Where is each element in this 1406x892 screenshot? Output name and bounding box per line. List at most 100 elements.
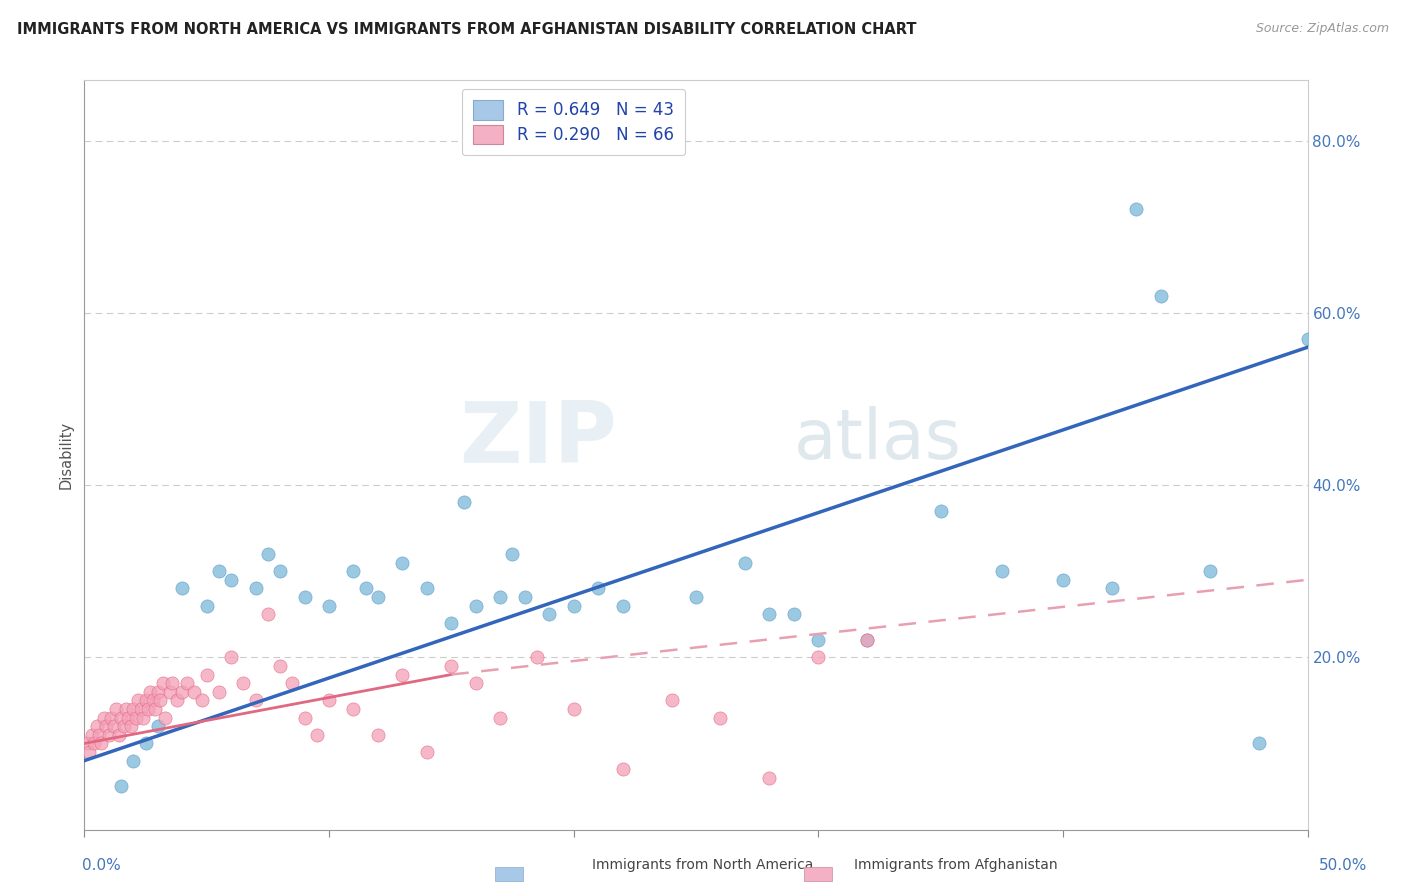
- Point: [354, 582, 377, 596]
- Point: [208, 685, 231, 699]
- Point: [107, 728, 129, 742]
- Point: [105, 702, 128, 716]
- Point: [83, 736, 105, 750]
- Point: [103, 719, 125, 733]
- Text: atlas: atlas: [794, 407, 962, 474]
- Point: [856, 633, 879, 648]
- Point: [1125, 202, 1147, 217]
- Point: [1247, 736, 1270, 750]
- Point: [416, 582, 439, 596]
- Point: [709, 710, 731, 724]
- Point: [245, 582, 267, 596]
- Point: [685, 590, 707, 604]
- Point: [153, 710, 176, 724]
- Point: [176, 676, 198, 690]
- Text: ZIP: ZIP: [458, 399, 616, 482]
- Point: [110, 780, 132, 794]
- Point: [166, 693, 188, 707]
- Point: [489, 590, 512, 604]
- Point: [172, 582, 194, 596]
- Point: [87, 728, 110, 742]
- Point: [440, 615, 463, 630]
- Point: [146, 685, 169, 699]
- Text: 0.0%: 0.0%: [82, 858, 121, 873]
- Point: [269, 564, 291, 578]
- Point: [115, 702, 138, 716]
- Point: [929, 504, 952, 518]
- Point: [129, 702, 152, 716]
- Point: [208, 564, 231, 578]
- Point: [318, 693, 340, 707]
- Point: [758, 607, 780, 622]
- Point: [734, 556, 756, 570]
- Point: [136, 702, 159, 716]
- Point: [294, 710, 316, 724]
- Point: [97, 728, 120, 742]
- Point: [612, 762, 634, 776]
- Point: [783, 607, 806, 622]
- Point: [143, 702, 166, 716]
- Text: Source: ZipAtlas.com: Source: ZipAtlas.com: [1256, 22, 1389, 36]
- Point: [856, 633, 879, 648]
- Point: [342, 564, 364, 578]
- Y-axis label: Disability: Disability: [59, 421, 75, 489]
- Point: [245, 693, 267, 707]
- Point: [146, 719, 169, 733]
- Point: [416, 745, 439, 759]
- Point: [367, 728, 389, 742]
- Text: Immigrants from Afghanistan: Immigrants from Afghanistan: [855, 858, 1057, 872]
- Point: [513, 590, 536, 604]
- Legend: R = 0.649   N = 43, R = 0.290   N = 66: R = 0.649 N = 43, R = 0.290 N = 66: [461, 88, 686, 155]
- Point: [1101, 582, 1123, 596]
- Point: [391, 667, 413, 681]
- Point: [93, 710, 115, 724]
- Point: [464, 676, 486, 690]
- Point: [502, 547, 524, 561]
- Point: [139, 685, 162, 699]
- Point: [489, 710, 512, 724]
- Point: [76, 736, 98, 750]
- Point: [232, 676, 254, 690]
- Point: [110, 710, 132, 724]
- Point: [135, 693, 157, 707]
- Point: [152, 676, 174, 690]
- Point: [122, 754, 145, 768]
- Point: [191, 693, 214, 707]
- Point: [125, 710, 148, 724]
- Point: [562, 702, 585, 716]
- Point: [172, 685, 194, 699]
- Point: [1150, 288, 1173, 302]
- Point: [318, 599, 340, 613]
- Point: [120, 719, 142, 733]
- Point: [80, 728, 103, 742]
- Text: 50.0%: 50.0%: [1319, 858, 1367, 873]
- Point: [183, 685, 205, 699]
- Point: [464, 599, 486, 613]
- Point: [195, 667, 218, 681]
- Text: IMMIGRANTS FROM NORTH AMERICA VS IMMIGRANTS FROM AFGHANISTAN DISABILITY CORRELAT: IMMIGRANTS FROM NORTH AMERICA VS IMMIGRA…: [17, 22, 917, 37]
- Point: [127, 693, 149, 707]
- Point: [90, 736, 112, 750]
- Point: [112, 719, 135, 733]
- Point: [77, 745, 100, 759]
- Point: [142, 693, 165, 707]
- Point: [149, 693, 172, 707]
- Point: [807, 650, 830, 665]
- Point: [257, 547, 280, 561]
- Point: [86, 719, 108, 733]
- Point: [159, 685, 181, 699]
- Point: [758, 771, 780, 785]
- Point: [538, 607, 561, 622]
- Point: [367, 590, 389, 604]
- Text: Immigrants from North America: Immigrants from North America: [592, 858, 814, 872]
- Point: [391, 556, 413, 570]
- Point: [342, 702, 364, 716]
- Point: [586, 582, 609, 596]
- Point: [100, 710, 122, 724]
- Point: [132, 710, 155, 724]
- Point: [440, 659, 463, 673]
- Point: [257, 607, 280, 622]
- Point: [195, 599, 218, 613]
- Point: [219, 650, 242, 665]
- Point: [122, 702, 145, 716]
